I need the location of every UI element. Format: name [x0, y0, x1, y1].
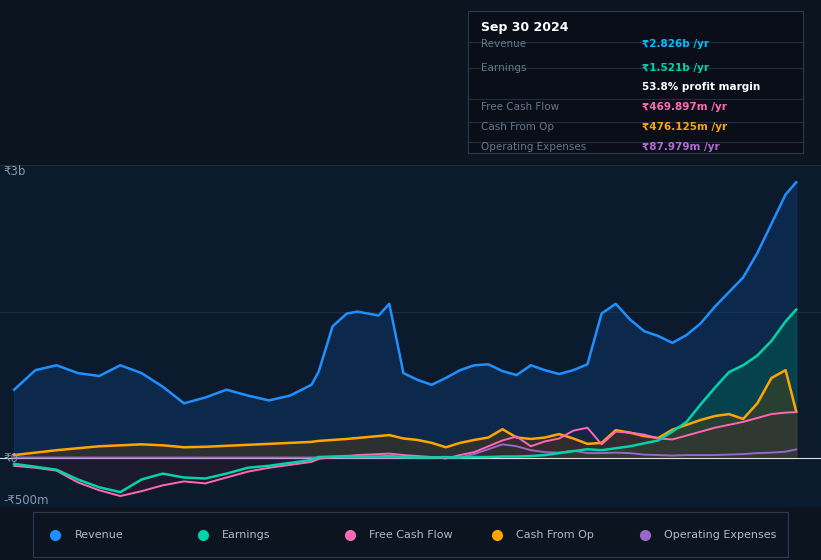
Text: Revenue: Revenue — [481, 39, 526, 49]
Text: 2019: 2019 — [375, 512, 403, 522]
Text: Cash From Op: Cash From Op — [481, 122, 554, 132]
Text: 2022: 2022 — [587, 512, 616, 522]
Text: -₹500m: -₹500m — [3, 494, 49, 507]
Text: 2024: 2024 — [729, 512, 757, 522]
Text: Sep 30 2024: Sep 30 2024 — [481, 21, 569, 34]
Text: 2023: 2023 — [658, 512, 686, 522]
Text: ₹87.979m /yr: ₹87.979m /yr — [642, 142, 720, 152]
Text: ₹1.521b /yr: ₹1.521b /yr — [642, 63, 709, 73]
Text: 2021: 2021 — [516, 512, 545, 522]
Text: Operating Expenses: Operating Expenses — [663, 530, 776, 540]
Text: 53.8% profit margin: 53.8% profit margin — [642, 82, 760, 92]
Text: 2017: 2017 — [234, 512, 262, 522]
Text: Earnings: Earnings — [481, 63, 527, 73]
Text: 2015: 2015 — [92, 512, 120, 522]
Text: ₹469.897m /yr: ₹469.897m /yr — [642, 102, 727, 112]
Text: ₹2.826b /yr: ₹2.826b /yr — [642, 39, 709, 49]
Text: Operating Expenses: Operating Expenses — [481, 142, 587, 152]
Text: 2018: 2018 — [305, 512, 333, 522]
Text: 2020: 2020 — [446, 512, 475, 522]
Text: 2016: 2016 — [163, 512, 191, 522]
Text: ₹476.125m /yr: ₹476.125m /yr — [642, 122, 727, 132]
Text: Earnings: Earnings — [222, 530, 270, 540]
Text: Revenue: Revenue — [75, 530, 123, 540]
Text: ₹3b: ₹3b — [3, 165, 26, 178]
Text: Free Cash Flow: Free Cash Flow — [481, 102, 560, 112]
Text: Free Cash Flow: Free Cash Flow — [369, 530, 452, 540]
Text: Cash From Op: Cash From Op — [516, 530, 594, 540]
Text: ₹0: ₹0 — [3, 451, 18, 464]
